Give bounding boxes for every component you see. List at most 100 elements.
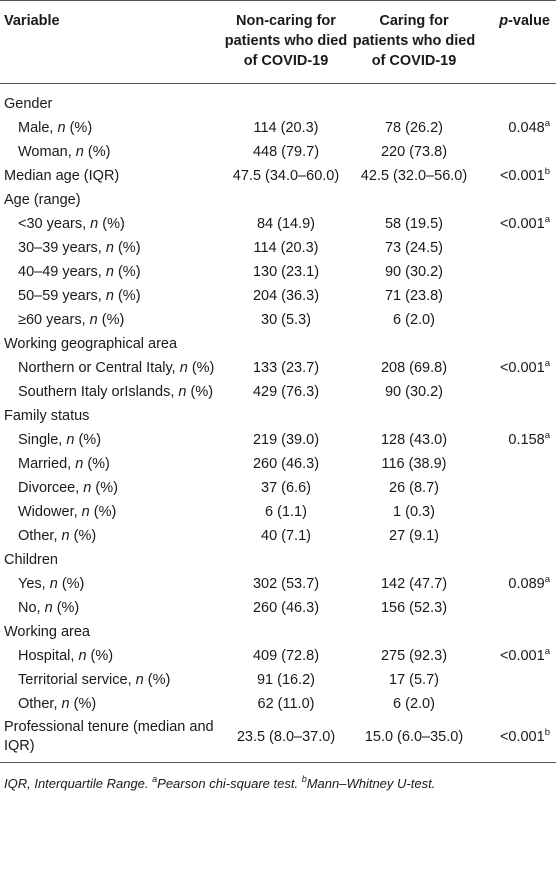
row-label: Southern Italy orIslands, n (%) [0, 380, 222, 404]
noncaring-value: 114 (20.3) [253, 120, 319, 136]
p-value: <0.001 [499, 728, 545, 745]
p-value-cell [478, 140, 556, 164]
row-label-text: Other, [18, 528, 62, 544]
table-row: Working geographical area [0, 332, 556, 356]
p-value: 0.048 [508, 120, 545, 136]
caring-value: 27 (9.1) [389, 528, 439, 544]
row-label-text: Male, [18, 120, 58, 136]
caring-value [350, 332, 478, 356]
row-label-text: Gender [4, 96, 53, 112]
noncaring-value: 448 (79.7) [252, 144, 320, 160]
row-label: Professional tenure (median and IQR) [0, 716, 222, 763]
row-label-text: Yes, [18, 576, 50, 592]
row-label: Territorial service, n (%) [0, 668, 222, 692]
caring-value [350, 84, 478, 117]
table-row: Widower, n (%) 6 (1.1) 1 (0.3) [0, 500, 556, 524]
table-row: ≥60 years, n (%) 30 (5.3) 6 (2.0) [0, 308, 556, 332]
table-row: Yes, n (%) 302 (53.7) 142 (47.7) 0.089a [0, 572, 556, 596]
noncaring-value: 409 (72.8) [252, 648, 320, 664]
caring-value: 275 (92.3) [380, 648, 448, 664]
row-label-text: Age (range) [4, 192, 81, 208]
table-row: 40–49 years, n (%) 130 (23.1) 90 (30.2) [0, 260, 556, 284]
noncaring-value: 302 (53.7) [252, 576, 320, 592]
p-value-cell [478, 620, 556, 644]
n-symbol: n [44, 600, 53, 616]
p-value-cell [478, 308, 556, 332]
header-caring: Caring for patients who died of COVID-19 [350, 0, 478, 84]
p-value-cell: 0.089a [478, 572, 556, 596]
caring-value: 73 (24.5) [384, 240, 444, 256]
table-header: Variable Non-caring for patients who die… [0, 0, 556, 84]
p-value-footnote-mark: a [544, 118, 550, 129]
row-label: Age (range) [0, 188, 222, 212]
caring-value: 208 (69.8) [380, 360, 448, 376]
row-label: Working area [0, 620, 222, 644]
header-row: Variable Non-caring for patients who die… [0, 0, 556, 84]
p-value-cell [478, 596, 556, 620]
table-row: Single, n (%) 219 (39.0) 128 (43.0) 0.158a [0, 428, 556, 452]
caring-value: 142 (47.7) [380, 576, 448, 592]
table-row: 50–59 years, n (%) 204 (36.3) 71 (23.8) [0, 284, 556, 308]
table-row: Southern Italy orIslands, n (%) 429 (76.3… [0, 380, 556, 404]
p-value: <0.001 [499, 168, 545, 184]
noncaring-value: 429 (76.3) [252, 384, 320, 400]
caring-value: 156 (52.3) [380, 600, 448, 616]
table-row: Territorial service, n (%) 91 (16.2) 17 (5… [0, 668, 556, 692]
noncaring-value: 130 (23.1) [252, 264, 320, 280]
row-label: Northern or Central Italy, n (%) [0, 356, 222, 380]
p-value-cell: <0.001a [478, 644, 556, 668]
row-label: 30–39 years, n (%) [0, 236, 222, 260]
table-row: Children [0, 548, 556, 572]
p-value-footnote-mark: b [544, 166, 550, 177]
table-row: Family status [0, 404, 556, 428]
noncaring-value: 62 (11.0) [257, 696, 315, 712]
caring-value: 71 (23.8) [384, 288, 444, 304]
header-pvalue-rest: -value [508, 13, 550, 29]
table-row: Professional tenure (median and IQR) 23.5… [0, 716, 556, 763]
row-label-text: 40–49 years, [18, 264, 106, 280]
pct-symbol: (%) [113, 240, 141, 256]
pct-symbol: (%) [86, 648, 114, 664]
row-label-text: Hospital, [18, 648, 79, 664]
p-value-footnote-mark: a [544, 358, 550, 369]
n-symbol: n [89, 312, 98, 328]
noncaring-value: 6 (1.1) [265, 504, 307, 520]
p-value-footnote-mark: a [544, 430, 550, 441]
caring-value: 6 (2.0) [393, 696, 435, 712]
p-value-cell [478, 524, 556, 548]
p-value-footnote-mark: a [544, 214, 550, 225]
n-symbol: n [75, 456, 84, 472]
pct-symbol: (%) [57, 576, 85, 592]
row-label: Median age (IQR) [0, 164, 222, 188]
row-label: <30 years, n (%) [0, 212, 222, 236]
p-value-cell [478, 380, 556, 404]
pct-symbol: (%) [83, 456, 110, 472]
n-symbol: n [105, 264, 114, 280]
row-label: Other, n (%) [0, 692, 222, 716]
p-value-cell [478, 452, 556, 476]
table-row: 30–39 years, n (%) 114 (20.3) 73 (24.5) [0, 236, 556, 260]
row-label-text: Widower, [18, 504, 82, 520]
noncaring-value [222, 332, 350, 356]
row-label-text: Divorcee, [18, 480, 84, 496]
row-label: Gender [0, 84, 222, 117]
caring-value: 15.0 (6.0–35.0) [350, 716, 478, 763]
caring-value: 42.5 (32.0–56.0) [360, 168, 468, 184]
table-footnote: IQR, Interquartile Range. aPearson chi-s… [0, 763, 556, 793]
caring-value: 220 (73.8) [380, 144, 448, 160]
footnote-b-text: Mann–Whitney U-test. [306, 776, 436, 791]
p-value-footnote-mark: a [544, 574, 550, 585]
pct-symbol: (%) [186, 384, 214, 400]
table-row: No, n (%) 260 (46.3) 156 (52.3) [0, 596, 556, 620]
pct-symbol: (%) [74, 432, 102, 448]
row-label-text: Southern Italy orIslands, [18, 384, 179, 400]
n-symbol: n [105, 288, 114, 304]
table-row: Gender [0, 84, 556, 117]
noncaring-value: 133 (23.7) [252, 360, 320, 376]
pct-symbol: (%) [113, 288, 141, 304]
table-row: Other, n (%) 62 (11.0) 6 (2.0) [0, 692, 556, 716]
n-symbol: n [57, 120, 66, 136]
row-label-text: Other, [18, 696, 62, 712]
table-row: Hospital, n (%) 409 (72.8) 275 (92.3) <0.00… [0, 644, 556, 668]
n-symbol: n [49, 576, 58, 592]
